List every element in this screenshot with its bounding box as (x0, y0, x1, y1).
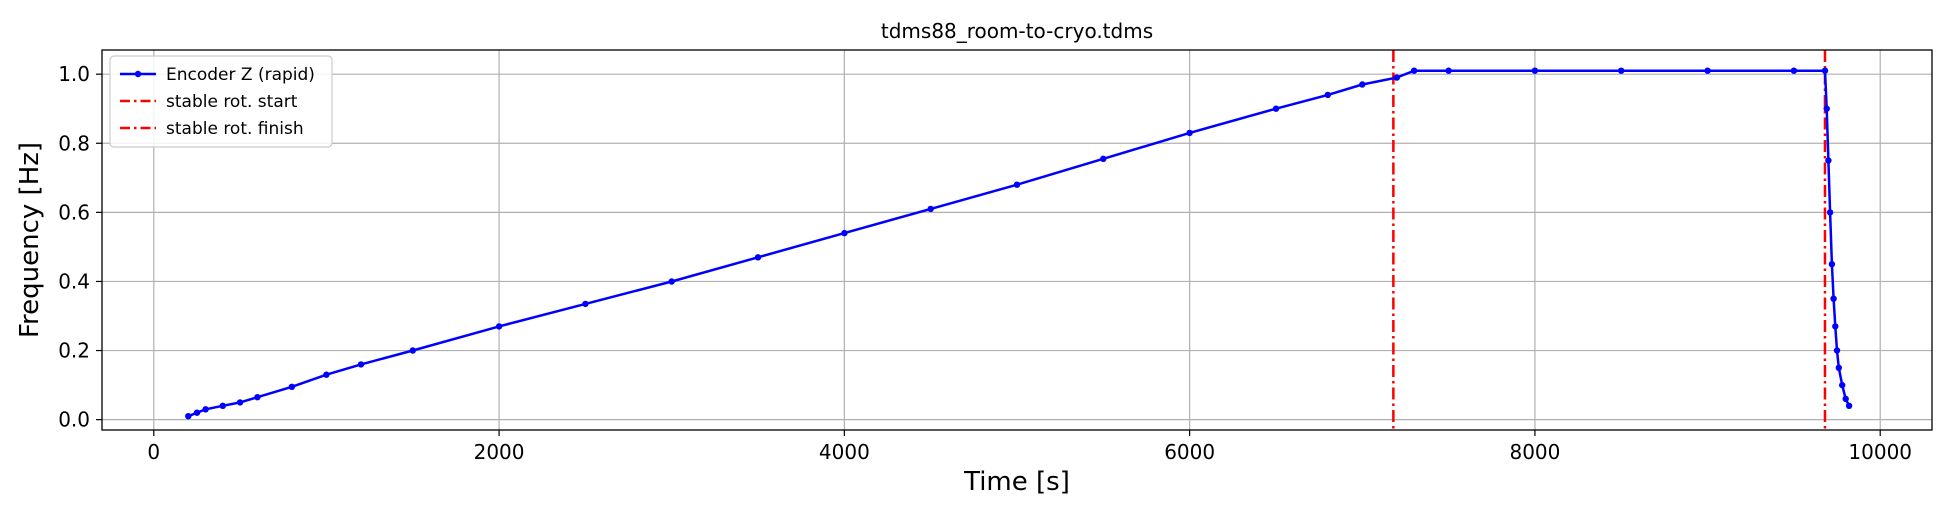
data-point (357, 361, 365, 368)
data-point (1186, 129, 1193, 137)
y-tick-label: 1.0 (58, 62, 90, 86)
data-point (582, 300, 589, 308)
data-point (1835, 364, 1843, 371)
data-point (236, 399, 244, 406)
data-point (927, 205, 934, 213)
data-point (1013, 181, 1021, 188)
data-point (1821, 67, 1829, 74)
legend-marker (134, 70, 142, 78)
legend-label: stable rot. finish (166, 119, 304, 139)
chart-title: tdms88_room-to-cryo.tdms (881, 19, 1153, 43)
data-point (219, 402, 226, 409)
data-point (1410, 67, 1418, 74)
data-point (1823, 105, 1830, 112)
legend-label: stable rot. start (166, 92, 298, 112)
data-point (1826, 209, 1834, 216)
data-point (1825, 157, 1832, 164)
data-point (323, 371, 330, 378)
data-point (1359, 81, 1366, 88)
x-tick-label: 6000 (1164, 440, 1215, 464)
data-point (1790, 67, 1798, 74)
y-tick-label: 0.0 (58, 408, 90, 432)
y-tick-label: 0.8 (58, 131, 90, 155)
data-point (754, 254, 762, 261)
data-point (185, 413, 192, 420)
data-point (1100, 155, 1107, 162)
data-point (193, 409, 201, 416)
legend-label: Encoder Z (rapid) (166, 65, 315, 85)
data-point (1832, 323, 1839, 330)
data-point (1845, 402, 1853, 409)
x-tick-label: 4000 (819, 440, 870, 464)
x-tick-label: 8000 (1509, 440, 1560, 464)
x-tick-label: 2000 (474, 440, 525, 464)
data-point (1445, 67, 1452, 74)
data-point (254, 394, 261, 401)
legend: Encoder Z (rapid) stable rot. start stable… (109, 55, 333, 148)
series-layer (185, 50, 1853, 430)
data-point (1830, 295, 1837, 302)
data-point (1393, 74, 1401, 81)
data-point (288, 383, 296, 390)
y-axis-label: Frequency [Hz] (15, 142, 45, 338)
data-point (409, 347, 416, 354)
data-point (1272, 105, 1280, 112)
data-point (1531, 67, 1539, 74)
y-tick-label: 0.6 (58, 200, 90, 224)
grid-lines (102, 50, 1932, 430)
data-point (1704, 67, 1711, 74)
data-point (495, 323, 503, 330)
series-line (187, 69, 1851, 418)
data-point (668, 278, 675, 285)
data-point (202, 406, 209, 413)
x-axis-label: Time [s] (963, 467, 1070, 497)
data-point (841, 229, 848, 237)
data-point (1833, 347, 1841, 354)
data-point (1839, 381, 1846, 389)
x-tick-label: 10000 (1848, 440, 1912, 464)
data-point (1828, 261, 1836, 268)
tick-layer: 0 2000 4000 6000 8000 10000 0.0 0.2 0.4 0.6 0.8 1.0 (58, 62, 1912, 464)
data-point (1618, 67, 1625, 74)
y-tick-label: 0.2 (58, 339, 90, 363)
y-tick-label: 0.4 (58, 269, 90, 293)
data-point (1324, 91, 1332, 99)
legend-box (109, 55, 333, 148)
x-tick-label: 0 (147, 440, 160, 464)
data-point (1842, 395, 1849, 403)
plot-frame (101, 49, 1933, 431)
